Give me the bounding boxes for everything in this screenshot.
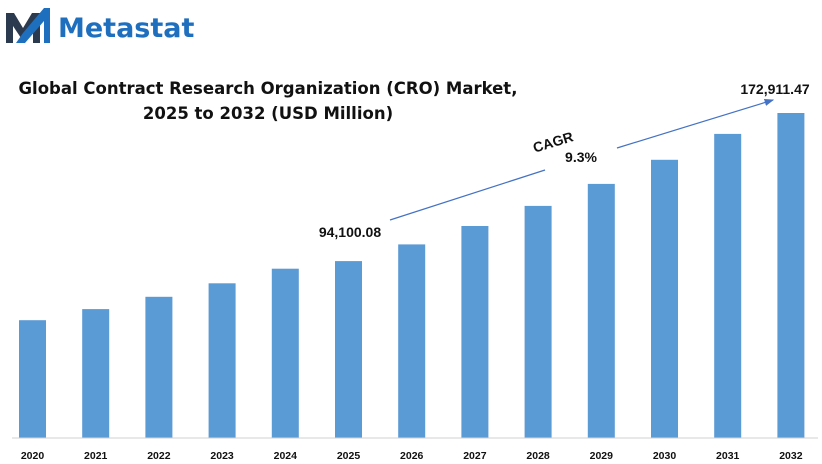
metastat-logo-mark-icon xyxy=(6,8,50,43)
bar-2026 xyxy=(398,244,426,438)
start-value-label: 94,100.08 xyxy=(319,224,381,240)
bars-group xyxy=(19,113,805,439)
bar-2027 xyxy=(461,226,489,438)
x-tick-2026: 2026 xyxy=(400,450,424,462)
bar-2029 xyxy=(587,183,615,438)
x-tick-2021: 2021 xyxy=(84,450,108,462)
x-tick-2025: 2025 xyxy=(337,450,361,462)
cagr-arrow-line-left xyxy=(389,169,546,221)
logo-wordmark: Metastat xyxy=(58,13,195,44)
x-tick-2020: 2020 xyxy=(21,450,45,462)
x-tick-2024: 2024 xyxy=(274,450,298,462)
bar-2032 xyxy=(777,113,805,438)
x-tick-2022: 2022 xyxy=(147,450,171,462)
metastat-logo: Metastat xyxy=(6,8,195,44)
x-tick-2027: 2027 xyxy=(463,450,487,462)
bar-2024 xyxy=(271,268,299,438)
end-value-label: 172,911.47 xyxy=(740,81,810,97)
bar-2023 xyxy=(208,283,236,438)
x-tick-2028: 2028 xyxy=(526,450,550,462)
x-tick-2030: 2030 xyxy=(653,450,677,462)
x-tick-2023: 2023 xyxy=(210,450,234,462)
x-tick-2032: 2032 xyxy=(779,450,803,462)
bar-2030 xyxy=(651,159,678,439)
bar-2025 xyxy=(335,261,362,438)
cagr-value: 9.3% xyxy=(565,149,597,165)
chart-title-line2: 2025 to 2032 (USD Million) xyxy=(143,104,393,123)
bar-2020 xyxy=(19,320,46,438)
bar-2031 xyxy=(714,133,742,438)
x-tick-labels: 2020 2021 2022 2023 2024 2025 2026 2027 2028 2029… xyxy=(21,450,803,462)
bar-2022 xyxy=(145,296,173,438)
cagr-arrow-line-right xyxy=(616,99,775,149)
chart-title-line1: Global Contract Research Organization (C… xyxy=(19,79,518,98)
x-tick-2031: 2031 xyxy=(716,450,740,462)
bar-2028 xyxy=(524,205,552,438)
x-tick-2029: 2029 xyxy=(590,450,614,462)
bar-2021 xyxy=(82,309,110,438)
